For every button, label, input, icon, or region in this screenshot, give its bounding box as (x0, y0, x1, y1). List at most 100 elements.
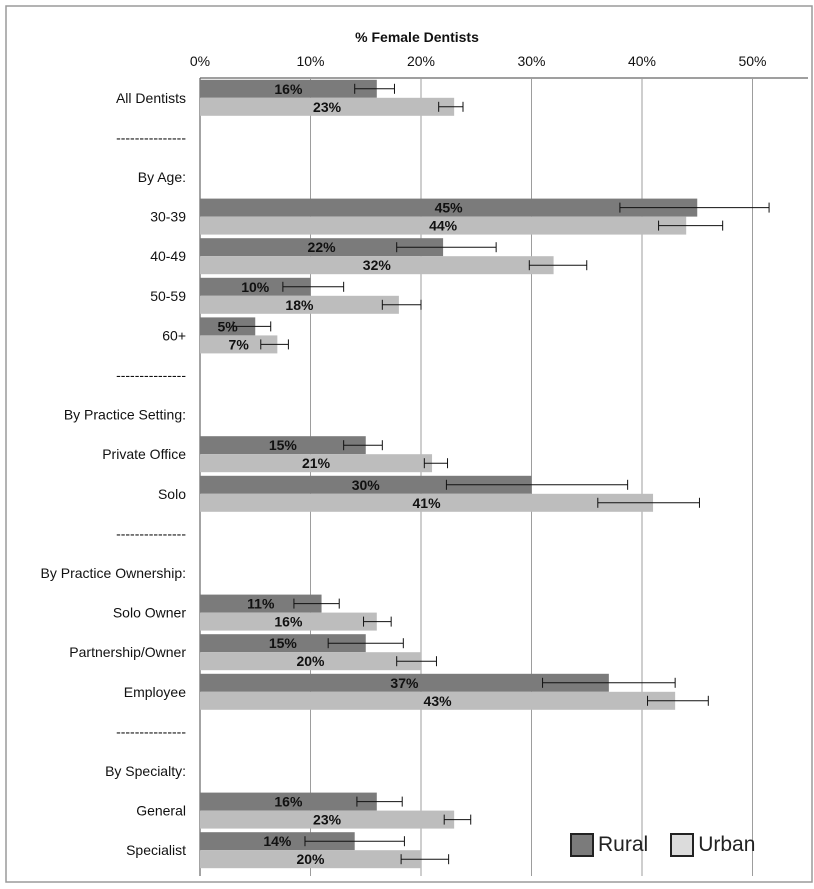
error-bar-rural (542, 677, 676, 688)
data-label-urban: 16% (274, 614, 303, 630)
data-label-rural: 14% (263, 833, 292, 849)
chart-title: % Female Dentists (355, 29, 479, 45)
bar-rural (200, 673, 609, 692)
error-bar-rural (343, 440, 383, 451)
legend-label-urban: Urban (698, 833, 756, 856)
x-tick-label: 10% (296, 53, 324, 69)
x-tick-label: 0% (190, 53, 210, 69)
error-bar-rural (356, 796, 403, 807)
error-bar-urban (260, 339, 289, 350)
x-tick-label: 30% (517, 53, 545, 69)
data-label-urban: 20% (296, 653, 325, 669)
error-bar-urban (396, 656, 437, 667)
bar-urban (200, 295, 399, 314)
bar-rural (200, 238, 444, 257)
error-bar-rural (327, 638, 404, 649)
bar-rural (200, 317, 256, 336)
category-label: --------------- (116, 129, 186, 145)
legend-item-urban: Urban (670, 833, 755, 857)
bar-rural (200, 475, 532, 494)
error-bar-rural (354, 83, 395, 94)
error-bar-rural (293, 598, 340, 609)
category-label: By Practice Ownership: (41, 565, 187, 581)
data-label-urban: 44% (429, 218, 458, 234)
category-label: --------------- (116, 367, 186, 383)
x-tick-label: 50% (738, 53, 766, 69)
category-label: Specialist (126, 842, 186, 858)
error-bar-urban (647, 695, 709, 706)
error-bar-rural (282, 281, 345, 292)
data-label-rural: 16% (274, 81, 303, 97)
data-label-urban: 23% (313, 812, 342, 828)
category-label: --------------- (116, 525, 186, 541)
error-bar-urban (528, 260, 588, 271)
category-label: --------------- (116, 723, 186, 739)
legend-swatch-urban (670, 833, 695, 857)
bar-rural (200, 832, 355, 851)
legend-item-rural: Rural (570, 833, 648, 857)
bar-rural (200, 79, 377, 98)
category-label: General (136, 803, 186, 819)
bar-rural (200, 594, 322, 613)
bar-urban (200, 612, 377, 631)
data-label-urban: 32% (363, 257, 392, 273)
category-label: Partnership/Owner (69, 644, 186, 660)
data-label-rural: 5% (218, 318, 239, 334)
data-label-rural: 10% (241, 279, 270, 295)
category-label: 60+ (162, 327, 186, 343)
category-label: By Specialty: (105, 763, 186, 779)
error-bar-rural (304, 836, 405, 847)
x-tick-label: 20% (407, 53, 435, 69)
data-label-urban: 7% (229, 336, 250, 352)
category-label: Employee (124, 684, 186, 700)
bar-rural (200, 198, 698, 217)
bar-rural (200, 634, 366, 653)
data-label-rural: 11% (247, 596, 275, 612)
bar-urban (200, 652, 421, 671)
category-label: All Dentists (116, 90, 186, 106)
category-label: Solo (158, 486, 186, 502)
error-bar-urban (400, 854, 450, 865)
bar-urban (200, 454, 433, 473)
category-label: By Age: (138, 169, 186, 185)
category-label: 40-49 (150, 248, 186, 264)
error-bar-urban (438, 101, 464, 112)
error-bar-rural (232, 321, 272, 332)
data-label-rural: 16% (274, 794, 303, 810)
bar-urban (200, 850, 421, 869)
data-label-rural: 15% (269, 635, 298, 651)
bar-urban (200, 216, 687, 235)
bar-rural (200, 792, 377, 811)
data-label-urban: 18% (285, 297, 314, 313)
legend-label-rural: Rural (598, 833, 649, 856)
bar-rural (200, 436, 366, 455)
data-label-urban: 43% (424, 693, 453, 709)
data-label-urban: 21% (302, 455, 331, 471)
error-bar-urban (363, 616, 392, 627)
x-tick-label: 40% (628, 53, 656, 69)
bar-urban (200, 256, 554, 275)
data-label-urban: 41% (413, 495, 442, 511)
error-bar-rural (619, 202, 770, 213)
legend-swatch-rural (570, 833, 594, 857)
data-label-urban: 20% (296, 851, 325, 867)
error-bar-urban (381, 299, 422, 310)
error-bar-urban (423, 458, 449, 469)
legend: Rural Urban (570, 833, 777, 857)
bar-urban (200, 493, 654, 512)
error-bar-urban (597, 497, 700, 508)
bar-urban (200, 691, 676, 710)
data-label-rural: 22% (308, 239, 337, 255)
error-bar-rural (396, 242, 497, 253)
error-bar-rural (445, 479, 629, 490)
data-label-rural: 15% (269, 437, 298, 453)
bar-urban (200, 810, 455, 829)
bar-urban (200, 97, 455, 116)
data-label-rural: 30% (352, 477, 381, 493)
data-label-rural: 37% (390, 675, 419, 691)
bar-urban (200, 335, 278, 354)
category-label: By Practice Setting: (64, 407, 186, 423)
category-label: 50-59 (150, 288, 186, 304)
